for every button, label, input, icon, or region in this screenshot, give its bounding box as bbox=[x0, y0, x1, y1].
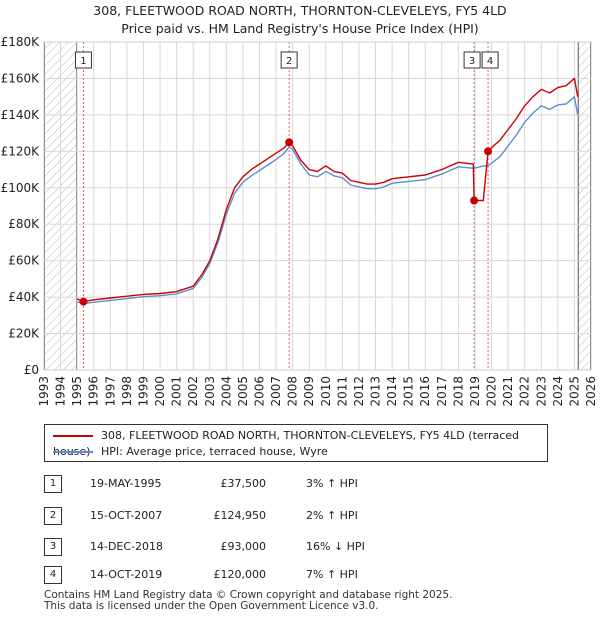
sale-marker-box bbox=[481, 51, 499, 69]
x-tick-label: 2017 bbox=[435, 376, 449, 407]
legend-property-label: 308, FLEETWOOD ROAD NORTH, THORNTON-CLEV… bbox=[53, 429, 520, 458]
hatched-region bbox=[577, 42, 591, 370]
property-line-swatch bbox=[53, 435, 93, 437]
sale-price: £120,000 bbox=[213, 568, 267, 581]
sale-price: £93,000 bbox=[220, 540, 267, 553]
sale-marker-label: 2 bbox=[286, 56, 292, 67]
sale-marker-box bbox=[280, 51, 298, 69]
x-tick-label: 2002 bbox=[186, 376, 200, 407]
x-tick-label: 2001 bbox=[170, 376, 184, 407]
x-tick-label: 2016 bbox=[418, 376, 432, 407]
x-tick-label: 2009 bbox=[302, 376, 316, 407]
x-tick-label: 2005 bbox=[236, 376, 250, 407]
footer: Contains HM Land Registry data © Crown c… bbox=[44, 590, 452, 612]
x-tick-label: 2013 bbox=[369, 376, 383, 407]
footer-licence: This data is licensed under the Open Gov… bbox=[44, 600, 379, 612]
x-tick-label: 2018 bbox=[451, 376, 465, 407]
title-line-2: Price paid vs. HM Land Registry's House … bbox=[121, 21, 479, 36]
x-tick-label: 1999 bbox=[136, 376, 150, 407]
chart-title: 308, FLEETWOOD ROAD NORTH, THORNTON-CLEV… bbox=[0, 2, 600, 38]
sale-hpi-diff: 16% ↓ HPI bbox=[306, 540, 365, 553]
y-tick-label: £0 bbox=[24, 363, 39, 377]
x-tick-label: 2012 bbox=[352, 376, 366, 407]
y-tick-label: £40K bbox=[8, 290, 40, 304]
sale-point bbox=[470, 196, 479, 205]
sale-point bbox=[79, 297, 88, 306]
y-tick-label: £80K bbox=[8, 217, 40, 231]
x-tick-label: 2008 bbox=[286, 376, 300, 407]
title-line-1: 308, FLEETWOOD ROAD NORTH, THORNTON-CLEV… bbox=[93, 3, 507, 18]
x-tick-label: 2007 bbox=[269, 376, 283, 407]
sale-date: 14-OCT-2019 bbox=[90, 568, 163, 581]
x-tick-label: 2003 bbox=[203, 376, 217, 407]
price-chart: £0 £20K £40K £60K £80K £100K £120K £140K £160K £1… bbox=[1, 35, 598, 407]
y-tick-label: £160K bbox=[1, 71, 41, 85]
y-tick-label: £180K bbox=[1, 35, 41, 49]
sale-number-badge: 3 bbox=[44, 538, 62, 556]
sale-marker-box bbox=[74, 51, 92, 69]
x-tick-label: 2006 bbox=[252, 376, 266, 407]
sale-marker-box bbox=[463, 51, 481, 69]
hpi-line bbox=[76, 95, 579, 305]
x-tick-label: 2004 bbox=[219, 376, 233, 407]
legend-item-hpi: HPI: Average price, terraced house, Wyre bbox=[53, 444, 328, 460]
x-tick-label: 2015 bbox=[402, 376, 416, 407]
x-tick-label: 2019 bbox=[468, 376, 482, 407]
x-tick-label: 1994 bbox=[54, 376, 68, 407]
sale-date: 14-DEC-2018 bbox=[90, 540, 164, 553]
x-tick-label: 1997 bbox=[103, 376, 117, 407]
legend-hpi-label: HPI: Average price, terraced house, Wyre bbox=[101, 445, 328, 458]
x-tick-label: 2010 bbox=[319, 376, 333, 407]
sale-price: £124,950 bbox=[213, 509, 267, 522]
y-tick-label: £140K bbox=[1, 108, 41, 122]
plot-frame bbox=[43, 41, 592, 371]
x-tick-label: 1998 bbox=[120, 376, 134, 407]
sale-number-badge: 2 bbox=[44, 507, 62, 525]
x-tick-label: 2022 bbox=[518, 376, 532, 407]
y-tick-label: £120K bbox=[1, 144, 41, 158]
x-tick-label: 2025 bbox=[567, 376, 581, 407]
sale-point bbox=[285, 138, 294, 147]
sale-hpi-diff: 2% ↑ HPI bbox=[306, 509, 358, 522]
x-tick-label: 2020 bbox=[485, 376, 499, 407]
sale-marker-label: 3 bbox=[469, 56, 475, 67]
y-tick-label: £60K bbox=[8, 254, 40, 268]
sale-point bbox=[484, 147, 493, 156]
x-tick-label: 2000 bbox=[153, 376, 167, 407]
x-tick-label: 2023 bbox=[534, 376, 548, 407]
x-tick-label: 1996 bbox=[87, 376, 101, 407]
sale-hpi-diff: 3% ↑ HPI bbox=[306, 477, 358, 490]
sale-marker-label: 1 bbox=[80, 56, 86, 67]
x-tick-label: 2014 bbox=[385, 376, 399, 407]
sale-marker-label: 4 bbox=[487, 56, 493, 67]
x-tick-label: 2011 bbox=[335, 376, 349, 407]
sale-date: 15-OCT-2007 bbox=[90, 509, 163, 522]
legend-item-property: 308, FLEETWOOD ROAD NORTH, THORNTON-CLEV… bbox=[53, 428, 547, 458]
hpi-line-swatch bbox=[53, 451, 93, 453]
y-tick-label: £20K bbox=[8, 327, 40, 341]
x-tick-label: 1995 bbox=[70, 376, 84, 407]
sale-hpi-diff: 7% ↑ HPI bbox=[306, 568, 358, 581]
legend: 308, FLEETWOOD ROAD NORTH, THORNTON-CLEV… bbox=[44, 424, 548, 462]
sale-number-badge: 4 bbox=[44, 566, 62, 584]
x-tick-label: 2024 bbox=[551, 376, 565, 407]
y-tick-label: £100K bbox=[1, 181, 41, 195]
sale-date: 19-MAY-1995 bbox=[90, 477, 162, 490]
sale-price: £37,500 bbox=[220, 477, 267, 490]
x-tick-label: 2026 bbox=[584, 376, 598, 407]
footer-copyright: Contains HM Land Registry data © Crown c… bbox=[44, 589, 453, 601]
property-price-line bbox=[76, 77, 579, 303]
sale-number-badge: 1 bbox=[44, 475, 62, 493]
x-tick-label: 1993 bbox=[37, 376, 51, 407]
x-tick-label: 2021 bbox=[501, 376, 515, 407]
